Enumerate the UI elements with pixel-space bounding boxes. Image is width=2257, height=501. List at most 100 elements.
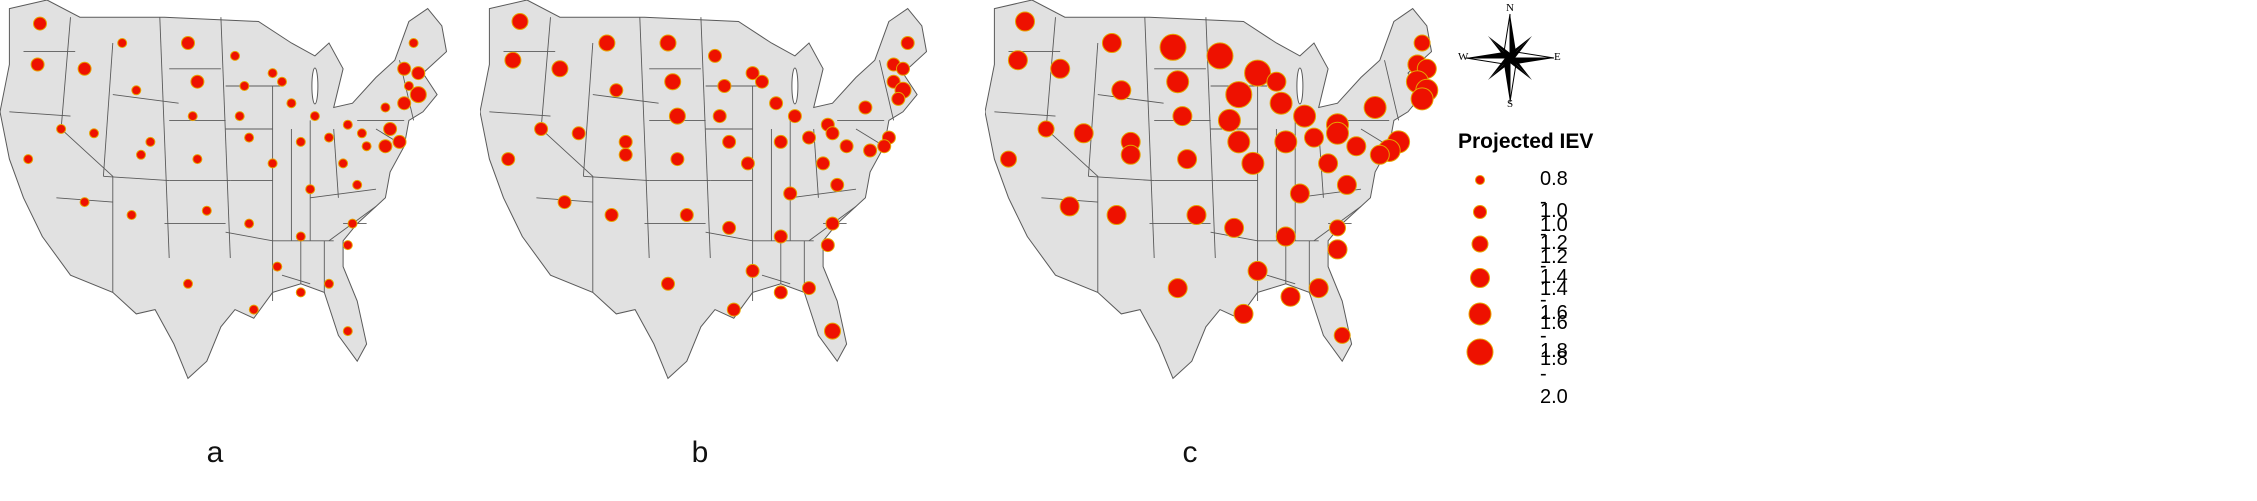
iev-symbol (295, 136, 306, 147)
iev-symbol (609, 83, 624, 98)
iev-symbol (1336, 174, 1357, 195)
iev-symbol (267, 158, 278, 169)
state-border (879, 60, 895, 121)
iev-symbol (773, 229, 788, 244)
legend-symbol (1468, 302, 1492, 326)
iev-symbol (1247, 260, 1268, 281)
iev-symbol (900, 36, 915, 50)
iev-symbol (342, 119, 353, 130)
iev-symbol (239, 81, 250, 91)
iev-symbol (1073, 123, 1094, 144)
iev-symbol (604, 208, 619, 222)
iev-symbol (802, 130, 816, 145)
legend-symbol (1475, 175, 1485, 185)
iev-symbol (1050, 58, 1071, 79)
iev-symbol (89, 128, 99, 139)
iev-symbol (1346, 136, 1367, 157)
iev-symbol (30, 57, 45, 72)
iev-symbol (248, 304, 259, 315)
iev-symbol (830, 177, 845, 192)
iev-symbol (1289, 183, 1310, 204)
iev-symbol (816, 156, 831, 171)
iev-symbol (1225, 81, 1253, 109)
iev-symbol (244, 218, 255, 229)
state-border (761, 274, 791, 285)
iev-symbols-b (501, 13, 915, 340)
iev-symbol (201, 205, 212, 216)
compass-rose: N S E W (1458, 2, 1561, 110)
iev-symbol (79, 197, 90, 208)
iev-symbol (877, 139, 892, 154)
iev-symbol (722, 134, 737, 149)
legend-title: Projected IEV (1458, 130, 1594, 153)
iev-symbol (825, 216, 840, 231)
lake-michigan (1296, 67, 1304, 105)
legend-label: 0.8 - 1.0 (1540, 168, 1568, 236)
compass-star-icon (1465, 13, 1555, 103)
iev-symbol (501, 152, 516, 167)
iev-symbol (740, 156, 755, 171)
iev-symbol (1177, 149, 1198, 170)
iev-symbol (755, 74, 769, 89)
legend-symbol-circle (1475, 175, 1485, 185)
us-outline (0, 0, 448, 380)
iev-symbol (267, 68, 278, 79)
iev-symbol (1304, 127, 1324, 148)
iev-symbol (1206, 42, 1234, 70)
iev-symbol (1172, 106, 1193, 127)
state-border (1144, 17, 1155, 259)
us-map-c (985, 0, 1439, 380)
iev-symbol (380, 102, 391, 113)
us-land-a (0, 0, 448, 380)
iev-symbol (745, 66, 760, 81)
iev-symbols-a (23, 16, 427, 337)
iev-symbol (1059, 196, 1080, 217)
iev-symbol (717, 79, 732, 93)
iev-symbol (1167, 278, 1188, 299)
iev-symbol (347, 218, 358, 229)
panel-label-c: c (1182, 436, 1198, 469)
iev-symbol (668, 107, 686, 125)
state-border (102, 42, 114, 177)
legend-label: 1.4 - 1.6 (1540, 266, 1568, 334)
iev-symbol (1101, 33, 1122, 53)
iev-symbol (618, 147, 633, 162)
iev-symbol (234, 111, 245, 122)
iev-symbol (1241, 151, 1265, 175)
state-border (1088, 175, 1155, 182)
iev-symbol (230, 50, 240, 61)
iev-symbols-c (1000, 11, 1439, 344)
us-outline (480, 0, 928, 380)
iev-symbol (378, 139, 393, 154)
iev-symbol (244, 132, 255, 143)
state-border (705, 231, 753, 242)
iev-symbol (1413, 34, 1431, 52)
iev-symbol (305, 184, 316, 195)
map-panel-a (0, 0, 470, 430)
us-map-b (480, 0, 928, 380)
iev-symbol (392, 134, 407, 149)
iev-symbol (708, 48, 722, 63)
iev-symbol (1244, 59, 1272, 87)
iev-symbol (33, 16, 47, 31)
legend-symbol-circle (1471, 235, 1489, 253)
iev-symbol (504, 51, 522, 69)
lake-michigan (311, 67, 319, 105)
iev-symbol (722, 220, 737, 235)
legend-symbol-circle (1470, 268, 1490, 288)
state-border (60, 17, 114, 293)
state-border (112, 94, 179, 104)
iev-symbol (136, 149, 146, 160)
iev-symbol (551, 60, 569, 78)
iev-symbol (769, 96, 784, 111)
state-border (220, 17, 231, 259)
us-land-b (480, 0, 928, 380)
iev-symbol (1217, 108, 1241, 132)
iev-symbol (534, 122, 549, 136)
iev-symbol (352, 179, 363, 190)
legend-symbol (1466, 338, 1494, 366)
iev-symbol (187, 111, 198, 122)
lake-michigan (791, 67, 799, 105)
iev-symbol (1224, 217, 1245, 238)
iev-symbol (181, 36, 195, 50)
